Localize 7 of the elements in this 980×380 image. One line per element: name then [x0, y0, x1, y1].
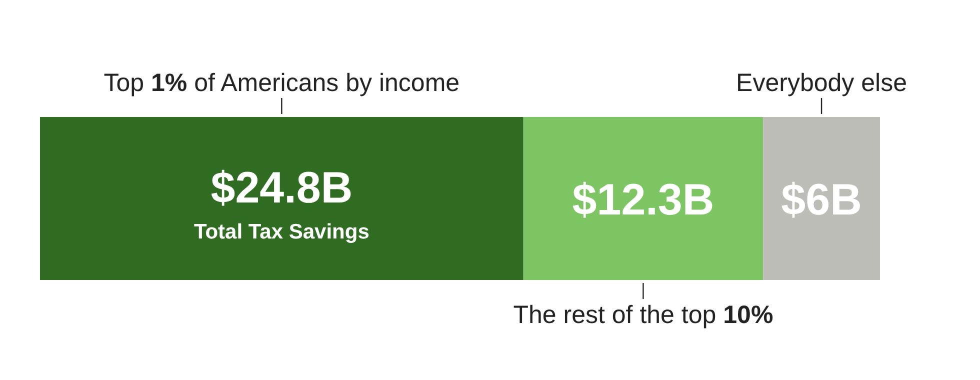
series-label: Top 1% of Americans by income: [104, 69, 460, 97]
data-label: $6B: [781, 176, 862, 224]
series-label: The rest of the top 10%: [513, 301, 774, 329]
annotation: Total Tax Savings: [194, 220, 370, 244]
data-label: $12.3B: [572, 176, 714, 224]
series-label: Everybody else: [736, 69, 908, 97]
data-label: $24.8B: [210, 164, 353, 212]
